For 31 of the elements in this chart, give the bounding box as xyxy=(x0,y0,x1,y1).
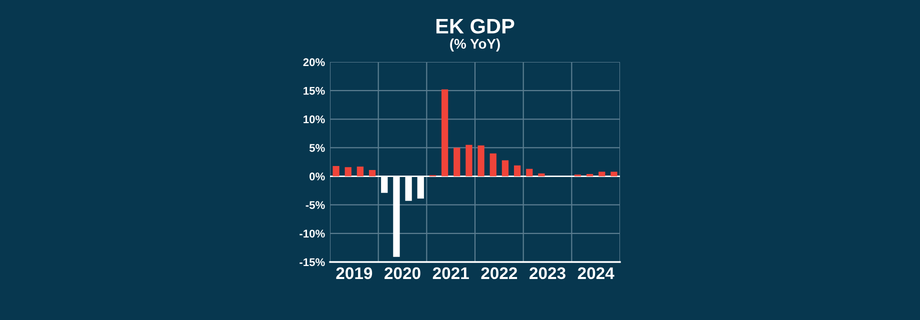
bar xyxy=(441,89,448,176)
y-tick-label: 15% xyxy=(304,86,325,95)
bar xyxy=(526,168,533,176)
bar xyxy=(332,166,340,176)
bar xyxy=(356,166,364,176)
x-tick-label: 2023 xyxy=(530,267,566,280)
y-tick-label: 5% xyxy=(309,144,325,152)
x-tick-label: 2020 xyxy=(384,267,420,280)
x-tick-label: 2021 xyxy=(432,267,469,280)
x-tick-label: 2019 xyxy=(336,267,372,280)
y-tick-label: -5% xyxy=(306,201,325,209)
bar xyxy=(538,173,545,176)
bar xyxy=(466,144,472,176)
bar xyxy=(490,153,496,176)
y-tick-label: 20% xyxy=(303,58,325,66)
chart-title: EK GDP xyxy=(436,18,514,34)
bar xyxy=(478,145,484,176)
y-tick-label: -10% xyxy=(300,230,325,238)
bar xyxy=(610,172,618,176)
bar xyxy=(454,148,460,176)
y-tick-label: 0% xyxy=(310,172,325,180)
bar xyxy=(368,170,376,176)
bar xyxy=(514,165,521,176)
bar xyxy=(598,172,606,176)
x-tick-label: 2024 xyxy=(578,267,614,280)
y-tick-label: 10% xyxy=(304,115,325,124)
chart-subtitle: (% YoY) xyxy=(450,38,500,52)
x-tick-label: 2022 xyxy=(481,267,518,280)
y-tick-label: -15% xyxy=(300,258,325,266)
bar xyxy=(344,167,352,176)
bar xyxy=(502,160,509,176)
